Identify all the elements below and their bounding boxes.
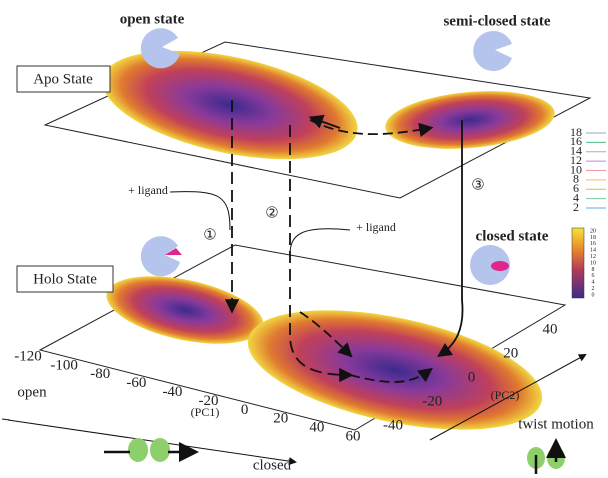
pc1-tick-label: 20 xyxy=(273,411,288,427)
pc2-tick-label: 20 xyxy=(503,345,518,361)
pc2-tick-label: 0 xyxy=(468,369,476,385)
ligand-icon xyxy=(491,261,509,271)
pc1-tick-label: -100 xyxy=(50,357,78,373)
icon xyxy=(141,236,180,276)
pc2-tick-label: -40 xyxy=(383,417,403,433)
label: open state xyxy=(120,11,185,27)
colorbar-label: 4 xyxy=(592,280,595,286)
pc1-tick-label: 40 xyxy=(309,420,324,436)
label: Apo State xyxy=(33,71,93,87)
colorbar-label: 0 xyxy=(592,292,595,298)
label: twist motion xyxy=(518,416,594,432)
apo-basin xyxy=(93,31,367,179)
pc1-tick-label: 0 xyxy=(241,402,249,418)
legend-label: 2 xyxy=(573,200,579,214)
motion-icon xyxy=(104,438,565,474)
label: ① xyxy=(203,227,216,243)
holo-basin xyxy=(101,264,270,356)
pc1-tick-label: -40 xyxy=(162,384,182,400)
colorbar xyxy=(572,228,584,298)
label: closed xyxy=(253,457,292,473)
colorbar-label: 6 xyxy=(592,273,595,279)
colorbar-label: 18 xyxy=(590,235,596,241)
label: + ligand xyxy=(128,183,168,197)
open-icon xyxy=(141,28,180,68)
colorbar-label: 8 xyxy=(592,267,595,273)
label: (PC2) xyxy=(491,388,520,402)
label: semi-closed state xyxy=(443,13,550,29)
label: open xyxy=(17,384,47,400)
label: Holo State xyxy=(33,271,97,287)
pc2-tick-label: 40 xyxy=(543,321,558,337)
colorbar-label: 20 xyxy=(590,228,596,234)
label: ③ xyxy=(471,177,484,193)
colorbar-label: 2 xyxy=(592,286,595,292)
label: ② xyxy=(265,205,278,221)
colorbar-label: 12 xyxy=(590,254,596,260)
semi-closed-icon xyxy=(473,31,512,71)
pc2-tick-label: -20 xyxy=(422,393,442,409)
figure: open state semi-closed state Apo State H… xyxy=(0,0,608,478)
pc1-tick-label: -20 xyxy=(199,393,219,409)
colorbar-label: 16 xyxy=(590,241,596,247)
label: closed state xyxy=(476,228,549,244)
label: + ligand xyxy=(356,220,396,234)
pc1-tick-label: 60 xyxy=(346,428,361,444)
pc1-tick-label: -80 xyxy=(90,366,110,382)
apo-basin xyxy=(383,85,557,156)
pc1-tick-label: -60 xyxy=(126,375,146,391)
colorbar-label: 10 xyxy=(590,260,596,266)
colorbar-label: 14 xyxy=(590,248,596,254)
pc1-tick-label: -120 xyxy=(14,348,42,364)
